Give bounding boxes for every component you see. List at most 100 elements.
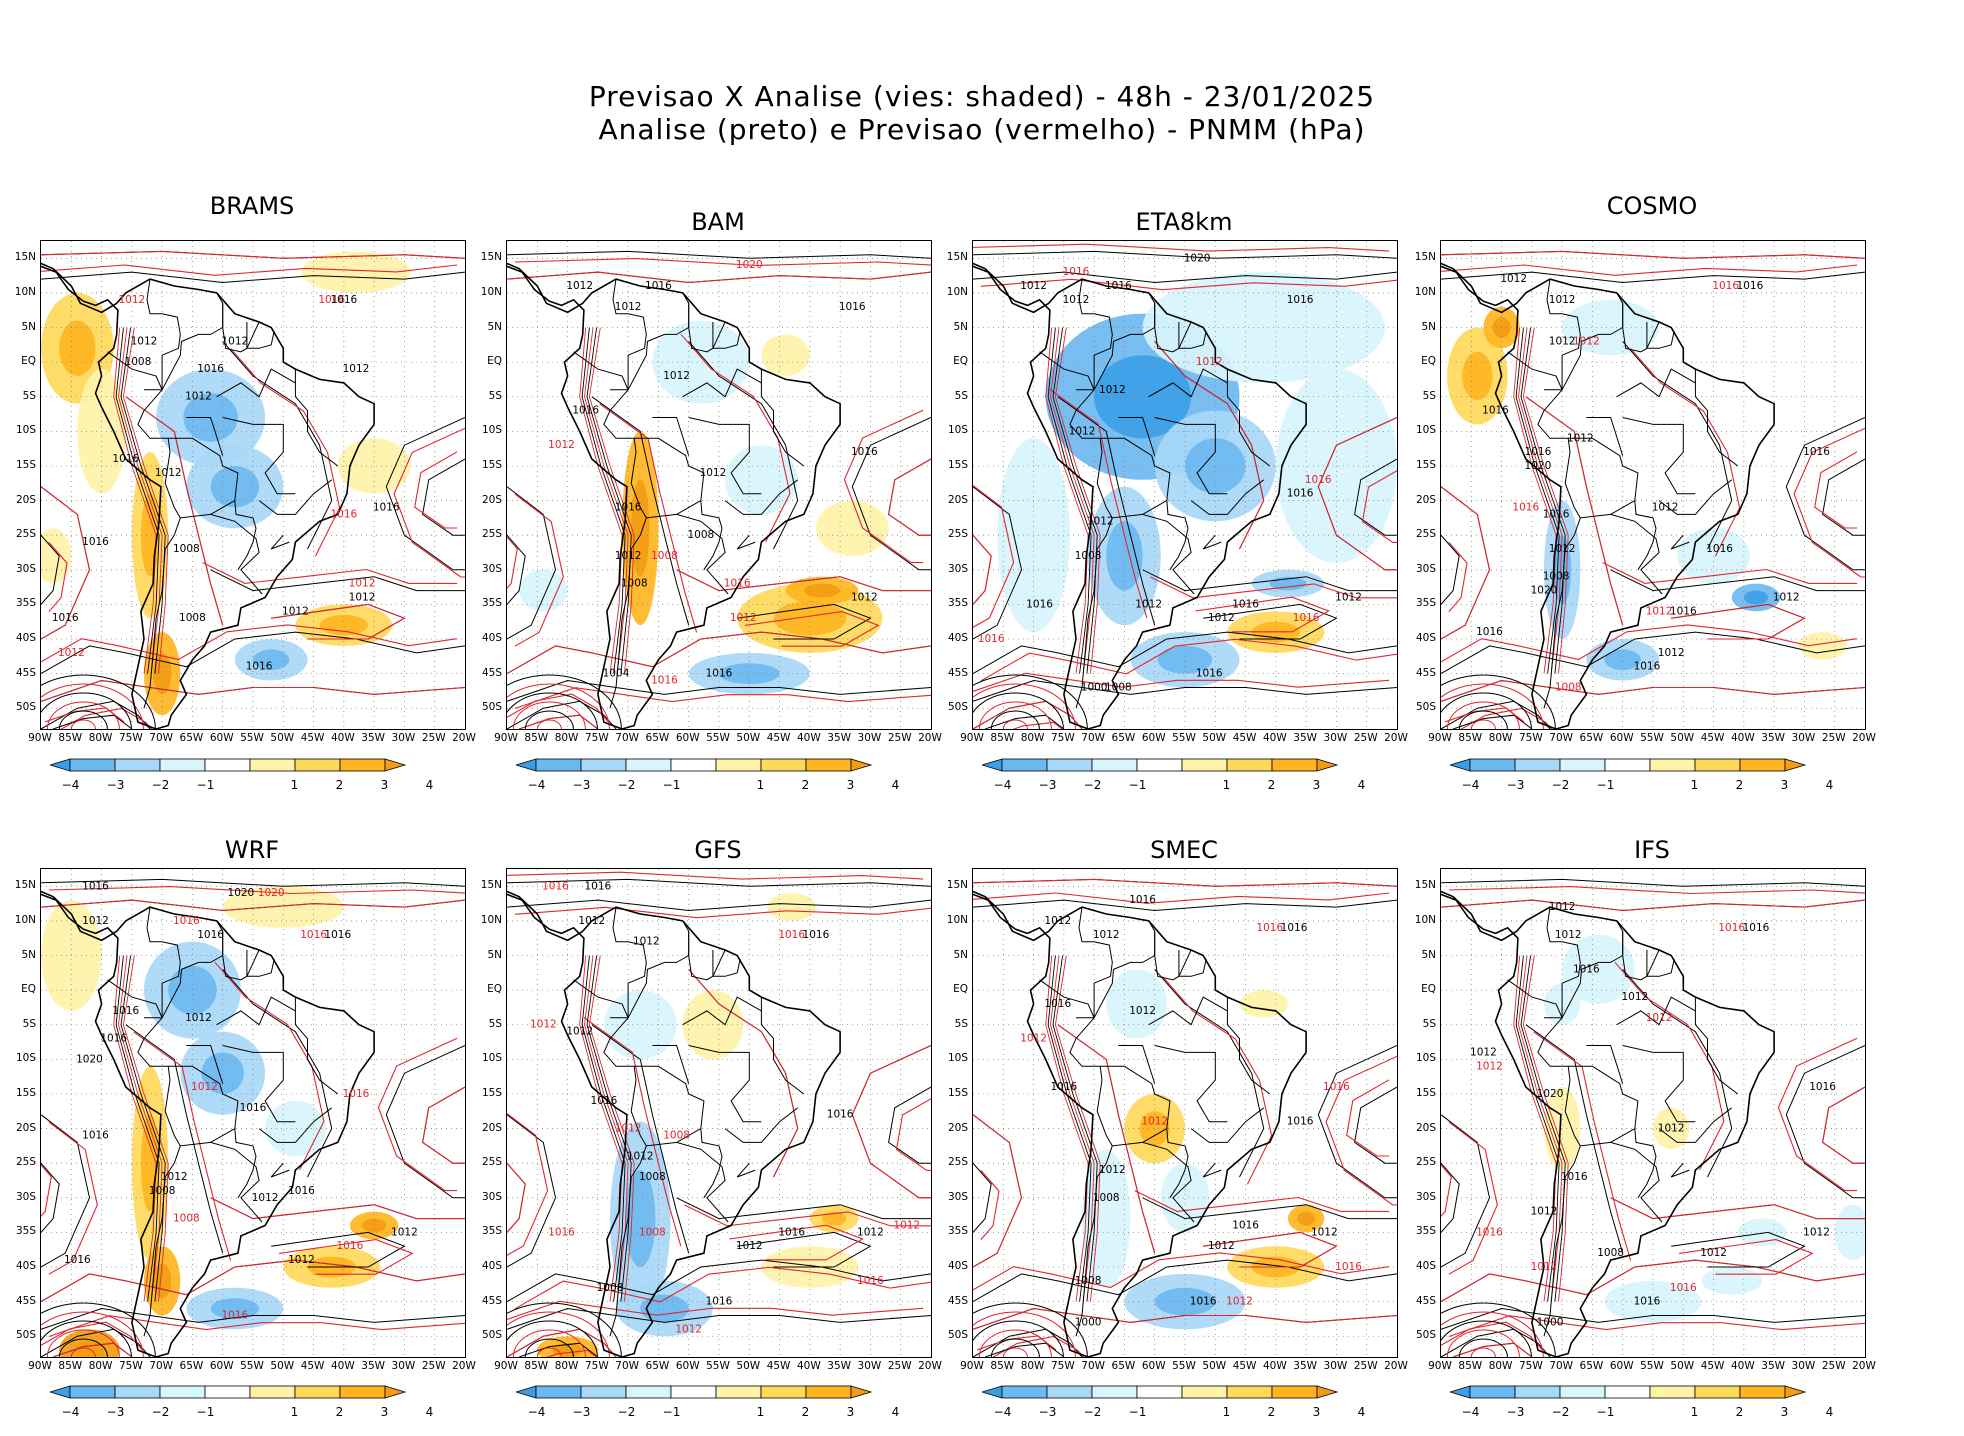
lon-tick-label: 90W <box>960 1360 984 1372</box>
isobar-forecast <box>1441 1164 1452 1218</box>
lat-tick-label: 15N <box>946 879 968 892</box>
andes-contour <box>1522 955 1569 1302</box>
lon-tick-label: 40W <box>1730 732 1755 744</box>
low-pressure-ring <box>507 692 598 729</box>
lon-tick-label: 45W <box>766 1360 791 1372</box>
bias-patch <box>1604 1280 1702 1323</box>
coastline <box>41 262 375 729</box>
low-pressure-ring <box>1470 1347 1496 1357</box>
country-border <box>1075 517 1113 709</box>
colorbar: −4 −3 −2 −1 1 2 3 4 <box>982 1385 1392 1425</box>
lon-tick-label: 45W <box>766 732 791 744</box>
colorbar-label: −4 <box>61 778 80 792</box>
lon-tick-label: 35W <box>361 732 386 744</box>
lon-tick-label: 20W <box>452 732 476 744</box>
lat-tick-label: 10S <box>481 1052 502 1065</box>
contour-label: 1012 <box>1335 591 1362 603</box>
isobar-forecast <box>851 1044 931 1199</box>
isobar-analysis <box>851 1045 931 1199</box>
isobar-forecast <box>1448 886 1865 895</box>
contour-label: 1012 <box>1099 1164 1126 1176</box>
lon-tick-label: 45W <box>1232 1360 1257 1372</box>
lat-tick-label: 30S <box>947 562 968 575</box>
contour-label: 1012 <box>1476 1060 1503 1072</box>
lat-tick-label: 25S <box>1415 528 1436 541</box>
lat-tick-label: 5N <box>21 320 36 333</box>
contour-label: 1020 <box>1537 1088 1564 1100</box>
isobar-forecast <box>278 1239 414 1275</box>
lat-tick-label: 25S <box>481 528 502 541</box>
map-panel-cosmo: 1012 1012 1016 1016 1012 1012 1016 1012 1016 1016… <box>1440 240 1866 730</box>
contour-label: 1016 <box>1026 598 1053 610</box>
contour-label: 1012 <box>1208 612 1235 624</box>
lat-tick-label: 35S <box>481 597 502 610</box>
contour-label: 1012 <box>633 936 660 948</box>
contour-label: 1012 <box>58 647 85 659</box>
lon-tick-label: 40W <box>796 1360 821 1372</box>
lon-tick-label: 85W <box>990 1360 1015 1372</box>
contour-label: 1016 <box>1525 446 1552 458</box>
colorbar-label: 4 <box>1825 778 1834 792</box>
lon-tick-label: 35W <box>1293 1360 1318 1372</box>
andes-contour <box>584 327 629 674</box>
isobar-forecast <box>41 899 465 912</box>
country-border <box>294 997 339 1095</box>
contour-label: 1008 <box>663 1129 690 1141</box>
geography <box>1441 262 1775 729</box>
contour-label: 1016 <box>1803 446 1830 458</box>
country-border <box>1118 417 1156 456</box>
isobar-forecast <box>980 638 1397 682</box>
low-pressure-ring <box>41 683 144 729</box>
lon-tick-label: 20W <box>918 732 942 744</box>
lon-tick-label: 60W <box>1609 732 1634 744</box>
isobar-analysis <box>507 899 931 912</box>
contour-label: 1012 <box>1135 598 1162 610</box>
contour-label: 1016 <box>724 578 751 590</box>
andes-contour <box>118 327 163 674</box>
bias-patch-core <box>210 1298 260 1319</box>
colorbar-swatch <box>1316 758 1339 772</box>
colorbar-swatch <box>204 758 251 772</box>
contour-label: 1016 <box>1129 894 1156 906</box>
country-border <box>1507 979 1571 1112</box>
coastline <box>1441 890 1775 1357</box>
lon-tick-label: 75W <box>1050 1360 1075 1372</box>
lat-tick-label: 50S <box>947 701 968 714</box>
isobar-forecast <box>1057 1024 1156 1254</box>
colorbar-label: 4 <box>425 778 434 792</box>
colorbar-label: −4 <box>527 778 546 792</box>
contour-label: 1012 <box>161 1171 188 1183</box>
map-canvas: 1012101610161012101610121012101210121016… <box>1441 869 1865 1357</box>
lat-tick-label: 10S <box>481 424 502 437</box>
colorbar-label: −1 <box>1596 778 1615 792</box>
bias-patch-core <box>1157 645 1213 674</box>
colorbar-label: −4 <box>527 1405 546 1419</box>
colorbar-swatch <box>1604 1385 1651 1399</box>
andes-contour <box>586 955 632 1302</box>
contour-label: 1008 <box>173 1213 200 1225</box>
map-canvas: 1020 1012 1016 1016 1012 1016 1012 1012 1012 1016… <box>973 241 1397 729</box>
colorbar-label: −3 <box>1038 778 1057 792</box>
contour-label: 1012 <box>857 1226 884 1238</box>
contour-label: 1016 <box>52 612 79 624</box>
isobar-analysis <box>507 1259 931 1303</box>
contour-label: 1012 <box>627 1150 654 1162</box>
colorbar-label: 4 <box>891 1405 900 1419</box>
isobar-forecast <box>271 603 406 640</box>
latitude-axis: 15N 10N 5N EQ 5S 10S 15S 20S 25S 30S 35S 40S 45S 50S <box>1400 868 1436 1356</box>
contour-label: 1016 <box>318 294 345 306</box>
lon-tick-label: 75W <box>118 732 143 744</box>
bias-patch <box>761 334 810 376</box>
isobar-forecast <box>507 536 518 590</box>
contour-label: 1016 <box>112 1005 139 1017</box>
lon-tick-label: 50W <box>736 732 761 744</box>
lon-tick-label: 20W <box>1852 1360 1876 1372</box>
isobar-analysis <box>1354 1086 1397 1164</box>
low-pressure-ring <box>41 692 132 729</box>
isobar-forecast <box>843 409 924 564</box>
colorbar-swatch <box>1001 758 1048 772</box>
contour-label: 1012 <box>1646 605 1673 617</box>
bias-shading <box>41 251 411 716</box>
isobar-analysis <box>737 603 872 640</box>
